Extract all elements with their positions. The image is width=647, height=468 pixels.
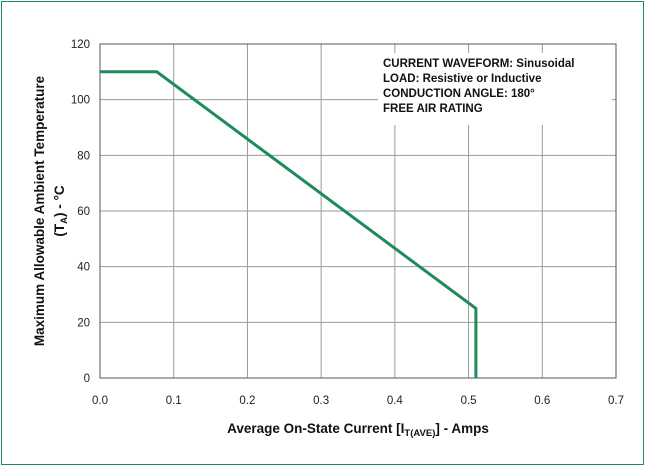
annotation-box	[378, 53, 612, 125]
y-tick-label: 60	[77, 206, 90, 218]
x-tick-label: 0.3	[313, 395, 329, 407]
annotation-block: CURRENT WAVEFORM: Sinusoidal LOAD: Resist…	[383, 58, 574, 115]
y-tick-label: 0	[84, 373, 90, 385]
x-axis-title-tail: ] - Amps	[435, 421, 489, 436]
annotation-line: CURRENT WAVEFORM: Sinusoidal	[383, 58, 574, 70]
y-tick-label: 100	[71, 95, 90, 107]
y-axis-title-line2: (TA) - °C	[52, 185, 70, 237]
x-tick-label: 0.5	[461, 395, 477, 407]
y-tick-label: 40	[77, 262, 90, 274]
x-axis-title: Average On-State Current [IT(AVE)] - Amp…	[227, 421, 489, 439]
y-axis-title-subscript: A	[59, 217, 70, 224]
y-axis-title-open: (T	[52, 223, 67, 236]
plot-area	[99, 43, 617, 379]
x-tick-label: 0.0	[92, 395, 108, 407]
annotation-background	[378, 53, 612, 125]
annotation-line: FREE AIR RATING	[383, 103, 483, 115]
x-tick-label: 0.4	[387, 395, 404, 407]
x-tick-label: 0.2	[239, 395, 255, 407]
annotation-line: CONDUCTION ANGLE: 180°	[383, 88, 535, 100]
annotation-line: LOAD: Resistive or Inductive	[383, 73, 541, 85]
y-axis-title-tail: ) - °C	[52, 185, 67, 217]
x-axis-title-main: Average On-State Current [I	[227, 421, 404, 436]
y-tick-label: 120	[71, 39, 90, 51]
y-tick-label: 80	[77, 150, 90, 162]
x-tick-label: 0.7	[608, 395, 624, 407]
x-tick-label: 0.6	[534, 395, 550, 407]
x-tick-label: 0.1	[166, 395, 182, 407]
x-tick-labels: 0.0 0.1 0.2 0.3 0.4 0.5 0.6 0.7	[92, 395, 624, 407]
series-line	[100, 70, 478, 378]
series-layer	[99, 70, 478, 379]
y-tick-label: 20	[77, 317, 90, 329]
x-axis-title-subscript: T(AVE)	[404, 428, 435, 439]
y-axis-title-line1: Maximum Allowable Ambient Temperature	[32, 75, 47, 346]
y-tick-labels: 0 20 40 60 80 100 120	[71, 39, 90, 385]
